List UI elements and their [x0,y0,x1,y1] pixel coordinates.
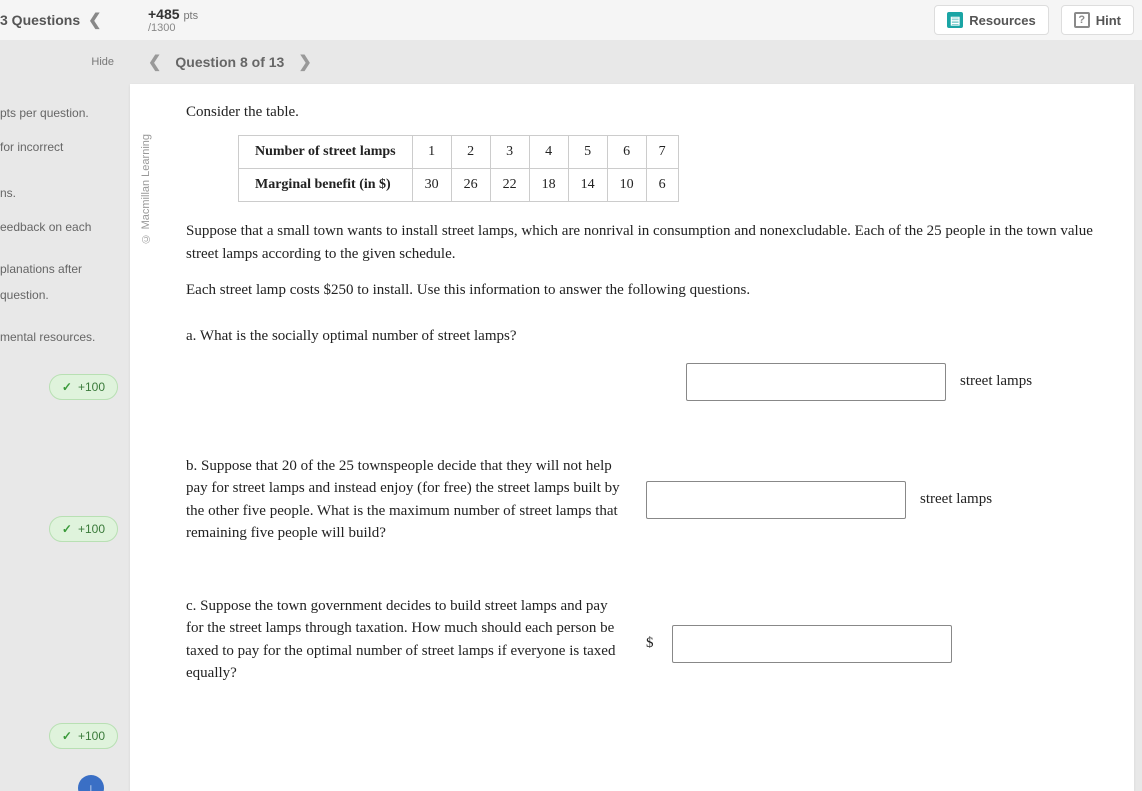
question-a-text: a. What is the socially optimal number o… [186,328,1100,345]
sidebar-text-1: pts per question. [0,96,124,130]
sidebar-text-3: ns. [0,176,124,210]
question-c-text: c. Suppose the town government decides t… [186,595,626,685]
row-header-1: Number of street lamps [239,136,413,169]
table-cell: 6 [607,136,646,169]
paragraph-2: Each street lamp costs $250 to install. … [186,279,1100,302]
chevron-left-icon[interactable]: ❮ [88,10,101,30]
table-cell: 18 [529,169,568,202]
answer-b-unit: street lamps [920,491,992,508]
points-suffix: pts [183,10,198,22]
badge-value: +100 [78,522,105,536]
question-a-prompt: What is the socially optimal number of s… [200,328,517,344]
questions-label: 3 Questions [0,12,80,28]
check-icon: ✓ [62,522,72,536]
sidebar-text-5: planations after [0,252,124,286]
table-cell: 6 [646,169,678,202]
table-cell: 5 [568,136,607,169]
score-badge-3: ✓ +100 [49,723,118,749]
table-cell: 30 [412,169,451,202]
table-cell: 7 [646,136,678,169]
check-icon: ✓ [62,380,72,394]
question-nav: ❮ Question 8 of 13 ❯ [130,40,1142,84]
table-cell: 4 [529,136,568,169]
next-question-icon[interactable]: ❯ [298,52,311,72]
data-table: Number of street lamps 1 2 3 4 5 6 7 Mar… [238,135,679,202]
table-cell: 1 [412,136,451,169]
copyright-label: © Macmillan Learning [140,134,152,244]
table-cell: 3 [490,136,529,169]
sidebar-text-6: question. [0,286,124,312]
score-badge-1: ✓ +100 [49,374,118,400]
hint-icon: ? [1074,12,1090,28]
badge-value: +100 [78,729,105,743]
resources-label: Resources [969,13,1035,28]
paragraph-1: Suppose that a small town wants to insta… [186,220,1100,265]
hint-label: Hint [1096,13,1121,28]
answer-a-unit: street lamps [960,373,1032,390]
answer-a-input[interactable] [686,363,946,401]
intro-text: Consider the table. [186,104,1100,121]
check-icon: ✓ [62,729,72,743]
resources-button[interactable]: ▤ Resources [934,5,1048,35]
sidebar-text-2: for incorrect [0,130,124,164]
question-a-label: a. [186,328,196,344]
prev-question-icon[interactable]: ❮ [148,52,161,72]
sidebar-text-4: eedback on each [0,210,124,244]
question-card: © Macmillan Learning Consider the table.… [130,84,1134,791]
row-header-2: Marginal benefit (in $) [239,169,413,202]
top-bar: 3 Questions ❮ +485 pts /1300 ▤ Resources… [0,0,1142,40]
table-cell: 10 [607,169,646,202]
badge-value: +100 [78,380,105,394]
currency-symbol: $ [646,635,654,652]
question-b-text: b. Suppose that 20 of the 25 townspeople… [186,455,626,545]
hide-button[interactable]: Hide [0,50,124,74]
table-cell: 26 [451,169,490,202]
sidebar: Hide pts per question. for incorrect ns.… [0,40,130,791]
points-gained: +485 pts [148,6,198,22]
sidebar-text-7: mental resources. [0,320,124,354]
answer-b-input[interactable] [646,481,906,519]
questions-nav: 3 Questions ❮ [0,10,130,30]
answer-c-input[interactable] [672,625,952,663]
table-cell: 14 [568,169,607,202]
top-right: ▤ Resources ? Hint [934,5,1142,35]
table-cell: 22 [490,169,529,202]
points-total: /1300 [148,22,198,34]
points-block: +485 pts /1300 [130,6,198,34]
hint-button[interactable]: ? Hint [1061,5,1134,35]
scroll-down-icon[interactable]: ↓ [78,775,104,791]
points-value: +485 [148,6,180,22]
resources-icon: ▤ [947,12,963,28]
score-badge-2: ✓ +100 [49,516,118,542]
question-position: Question 8 of 13 [175,54,284,70]
table-cell: 2 [451,136,490,169]
